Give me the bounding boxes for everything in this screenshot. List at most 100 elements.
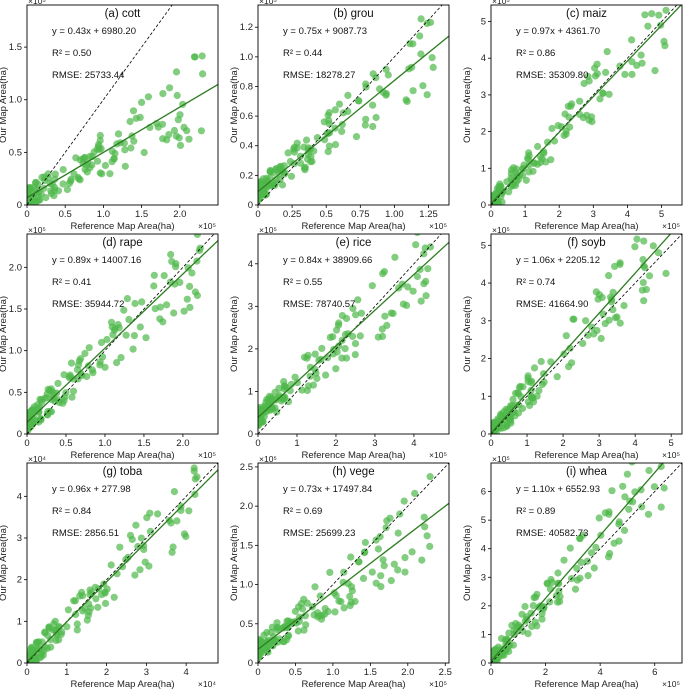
data-point [653, 448, 660, 455]
x-tick-label: 2.0 [176, 438, 189, 449]
data-point [491, 650, 495, 658]
fit-line [258, 241, 449, 418]
x-axis-label: Reference Map Area(ha) [301, 450, 405, 461]
data-point [52, 636, 60, 645]
y-tick-label: 1.0 [9, 95, 22, 106]
data-point [568, 359, 576, 367]
data-point [63, 185, 71, 194]
data-point [141, 558, 149, 566]
plot-frame [257, 4, 450, 206]
data-point [322, 371, 330, 379]
data-point [151, 305, 159, 313]
data-point [184, 264, 192, 272]
data-point [40, 173, 49, 181]
data-point [270, 169, 278, 177]
data-point [42, 194, 50, 202]
data-point [335, 100, 344, 108]
data-point [76, 156, 84, 164]
data-point [69, 387, 78, 395]
data-point [628, 463, 636, 466]
data-point [362, 80, 370, 88]
y-multiplier: ×10⁵ [492, 0, 510, 6]
data-point [117, 354, 125, 362]
data-point [186, 282, 194, 290]
data-point [144, 93, 152, 101]
data-point [384, 71, 392, 79]
data-point [377, 572, 385, 580]
x-multiplier: ×10⁵ [662, 450, 680, 460]
y-tick-label: 5 [481, 515, 486, 526]
data-point [394, 529, 402, 537]
x-tick-label: 2 [560, 438, 565, 449]
y-tick-label: 0.5 [9, 387, 22, 398]
data-point [655, 11, 663, 19]
data-point [291, 607, 299, 615]
data-point [543, 579, 551, 587]
data-point [107, 561, 115, 569]
r-squared: R² = 0.69 [283, 506, 322, 517]
fit-line [491, 463, 664, 662]
data-point [191, 490, 199, 498]
data-point [193, 473, 201, 481]
data-point [75, 175, 83, 183]
y-tick-label: 4 [248, 259, 253, 270]
data-point [387, 577, 395, 585]
data-point [306, 372, 314, 380]
data-point [426, 473, 434, 481]
x-axis-label: Reference Map Area(ha) [70, 450, 174, 461]
data-point [644, 510, 653, 518]
data-point [325, 142, 333, 150]
data-point [57, 630, 65, 639]
y-tick-label: 3 [248, 301, 253, 312]
subplot-title: (a) cott [105, 8, 142, 20]
data-point [137, 534, 145, 542]
data-point [521, 602, 529, 611]
data-point [140, 545, 148, 554]
fit-equation: y = 0.97x + 4361.70 [516, 26, 600, 37]
data-point [347, 583, 356, 591]
data-point [146, 527, 155, 536]
x-tick-label: 0 [24, 438, 29, 449]
data-point [507, 169, 515, 178]
data-point [34, 192, 42, 200]
x-tick-label: 0 [488, 438, 493, 449]
data-point [560, 350, 568, 358]
data-point [497, 424, 505, 432]
rmse: RMSE: 25699.23 [283, 528, 355, 539]
data-point [258, 178, 263, 186]
data-point [140, 148, 148, 157]
data-point [641, 226, 648, 233]
x-tick-label: 1.0 [326, 667, 339, 678]
data-point [338, 121, 346, 129]
x-tick-label: 0 [255, 667, 260, 678]
data-point [287, 172, 296, 180]
data-point [615, 537, 623, 545]
data-point [637, 51, 645, 59]
fit-equation: y = 0.84x + 38909.66 [283, 255, 372, 266]
data-point [298, 386, 306, 394]
data-point [429, 63, 437, 71]
data-point [277, 397, 285, 405]
data-point [346, 592, 354, 601]
data-point [420, 250, 428, 258]
y-multiplier: ×10⁵ [28, 0, 46, 6]
data-point [163, 136, 171, 144]
rmse: RMSE: 78740.57 [283, 299, 355, 310]
rmse: RMSE: 2856.51 [52, 528, 119, 539]
data-point [331, 608, 339, 616]
data-point [639, 279, 647, 287]
y-axis-label: Our Map Area(ha) [0, 525, 9, 601]
data-point [273, 619, 281, 627]
data-point [525, 149, 533, 157]
data-point [344, 107, 352, 115]
x-axis-label: Reference Map Area(ha) [70, 679, 174, 690]
data-point [570, 315, 578, 323]
fit-line [27, 83, 218, 199]
data-point [423, 532, 431, 540]
data-point [571, 585, 580, 593]
rmse: RMSE: 35944.72 [52, 299, 124, 310]
y-tick-label: 1.0 [9, 346, 22, 357]
data-point [409, 40, 417, 48]
data-point [79, 592, 87, 600]
x-tick-label: 2 [557, 209, 562, 220]
